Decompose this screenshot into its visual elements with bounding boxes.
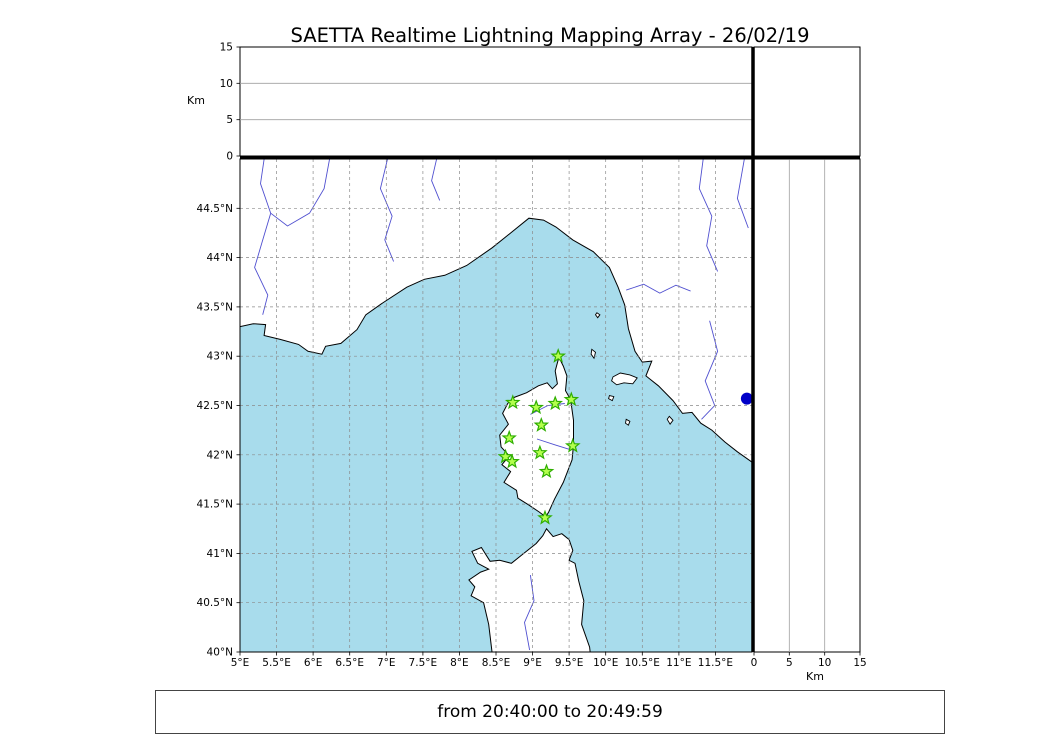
lon-tick-label: 7.5°E	[409, 657, 438, 669]
island-coast	[594, 312, 601, 319]
island-coast	[608, 395, 615, 402]
altitude-tick-label: 10	[818, 657, 831, 669]
altitude-axis-unit-left: Km	[187, 94, 205, 107]
time-caption-box: from 20:40:00 to 20:49:59	[155, 690, 945, 734]
figure-title: SAETTA Realtime Lightning Mapping Array …	[290, 24, 810, 47]
altitude-tick-label: 5	[226, 114, 233, 126]
lon-tick-label: 9°E	[523, 657, 542, 669]
lat-tick-label: 40°N	[207, 647, 233, 659]
station-marker	[504, 453, 520, 469]
island-coast	[611, 372, 638, 386]
lightning-source-dot	[740, 392, 752, 405]
altitude-tick-label: 0	[226, 151, 233, 163]
lat-tick-label: 44.5°N	[197, 203, 233, 215]
station-marker	[533, 417, 550, 432]
altitude-tick-label: 0	[751, 657, 758, 669]
station-marker	[504, 394, 521, 410]
lon-tick-label: 6.5°E	[335, 657, 364, 669]
lat-tick-label: 43°N	[207, 351, 233, 363]
top-panel-gridlines	[240, 82, 752, 121]
lat-tick-label: 42°N	[207, 449, 233, 461]
altitude-axis-unit-bottom: Km	[806, 670, 824, 683]
lon-tick-label: 10.5°E	[625, 657, 660, 669]
altitude-tick-label: 10	[220, 78, 233, 90]
lon-tick-label: 10°E	[593, 657, 618, 669]
lon-tick-label: 6°E	[304, 657, 323, 669]
station-marker	[547, 395, 564, 411]
station-marker	[537, 509, 553, 525]
map-panel	[240, 159, 752, 652]
lon-tick-label: 8°E	[450, 657, 469, 669]
mainland-coast	[240, 159, 752, 463]
sardinia-coast	[468, 527, 591, 652]
time-caption-text: from 20:40:00 to 20:49:59	[437, 702, 663, 722]
tick-marks	[236, 46, 861, 656]
rivers	[254, 159, 749, 651]
lat-tick-label: 40.5°N	[197, 597, 233, 609]
station-marker	[532, 444, 548, 460]
lon-tick-label: 7°E	[377, 657, 396, 669]
station-marker	[501, 429, 517, 445]
station-marker	[564, 437, 581, 453]
top-altitude-panel	[239, 46, 753, 157]
lon-tick-label: 5°E	[231, 657, 250, 669]
station-marker	[538, 463, 555, 479]
altitude-tick-label: 15	[220, 42, 233, 54]
station-marker	[563, 391, 580, 407]
lon-tick-label: 11.5°E	[698, 657, 733, 669]
lon-tick-label: 11°E	[666, 657, 691, 669]
station-marker	[528, 399, 545, 415]
altitude-tick-label: 5	[786, 657, 793, 669]
corner-panel	[753, 46, 861, 157]
lat-tick-label: 44°N	[207, 252, 233, 264]
lat-tick-label: 41°N	[207, 548, 233, 560]
lat-tick-label: 41.5°N	[197, 499, 233, 511]
lon-tick-label: 8.5°E	[482, 657, 511, 669]
lat-tick-label: 43.5°N	[197, 301, 233, 313]
lat-tick-label: 42.5°N	[197, 400, 233, 412]
altitude-tick-label: 15	[853, 657, 866, 669]
lon-tick-label: 9.5°E	[555, 657, 584, 669]
station-marker	[550, 347, 567, 363]
right-panel-gridlines	[788, 159, 826, 652]
lon-tick-label: 5.5°E	[262, 657, 291, 669]
island-coast	[666, 415, 674, 426]
right-altitude-panel	[753, 158, 861, 653]
island-coast	[625, 418, 631, 426]
